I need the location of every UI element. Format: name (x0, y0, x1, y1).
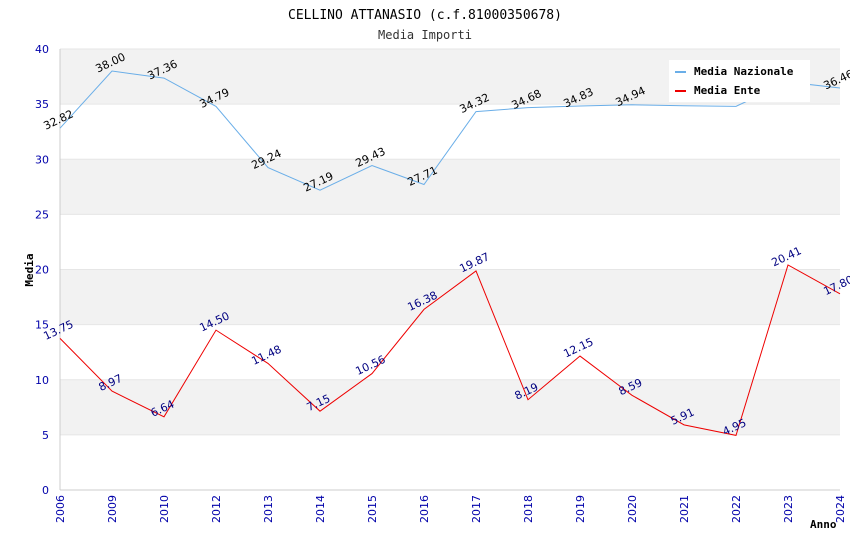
legend-label-media-nazionale: Media Nazionale (694, 65, 794, 78)
chart-subtitle: Media Importi (378, 28, 472, 42)
x-tick-label: 2012 (210, 495, 223, 523)
y-tick-label: 15 (35, 319, 49, 332)
y-tick-label: 35 (35, 98, 49, 111)
series-line-media-ente (59, 264, 841, 437)
x-tick-label: 2009 (106, 495, 119, 523)
y-axis-label: Media (23, 253, 36, 286)
x-tick-label: 2021 (678, 495, 691, 523)
grid-band (60, 159, 840, 215)
y-tick-label: 20 (35, 264, 49, 277)
x-tick-label: 2020 (626, 495, 639, 523)
x-tick-label: 2014 (314, 495, 327, 523)
x-tick-label: 2017 (470, 495, 483, 523)
x-tick-label: 2006 (54, 495, 67, 523)
x-tick-labels: 2006 2009 2010 2012 2013 2014 2015 2016 2017 2018… (54, 495, 847, 523)
y-tick-label: 40 (35, 43, 49, 56)
background-bands (60, 49, 840, 435)
x-tick-label: 2018 (522, 495, 535, 523)
data-label-media-ente: 20.41 (769, 244, 803, 269)
y-tick-labels: 0 5 10 15 20 25 30 35 40 (35, 43, 49, 497)
grid-band (60, 269, 840, 325)
series-line-media-nazionale (59, 70, 841, 191)
series-media-ente (59, 264, 841, 437)
x-tick-label: 2010 (158, 495, 171, 523)
x-tick-label: 2024 (834, 495, 847, 523)
x-tick-label: 2015 (366, 495, 379, 523)
data-label-media-nazionale: 32.82 (41, 107, 75, 132)
x-tick-label: 2019 (574, 495, 587, 523)
y-tick-label: 10 (35, 374, 49, 387)
legend-label-media-ente: Media Ente (694, 84, 761, 97)
gridlines (60, 48, 840, 491)
x-tick-label: 2016 (418, 495, 431, 523)
x-axis-label: Anno (810, 518, 837, 531)
y-tick-label: 5 (42, 429, 49, 442)
series-media-nazionale (59, 70, 841, 191)
chart-title: CELLINO ATTANASIO (c.f.81000350678) (288, 8, 562, 23)
data-label-media-ente: 11.48 (249, 343, 283, 368)
x-tick-label: 2022 (730, 495, 743, 523)
y-tick-label: 0 (42, 484, 49, 497)
y-tick-label: 25 (35, 208, 49, 221)
x-tick-label: 2013 (262, 495, 275, 523)
grid-band (60, 379, 840, 435)
legend: Media Nazionale Media Ente (669, 60, 810, 102)
y-tick-label: 30 (35, 153, 49, 166)
legend-box (669, 60, 810, 102)
x-tick-label: 2023 (782, 495, 795, 523)
